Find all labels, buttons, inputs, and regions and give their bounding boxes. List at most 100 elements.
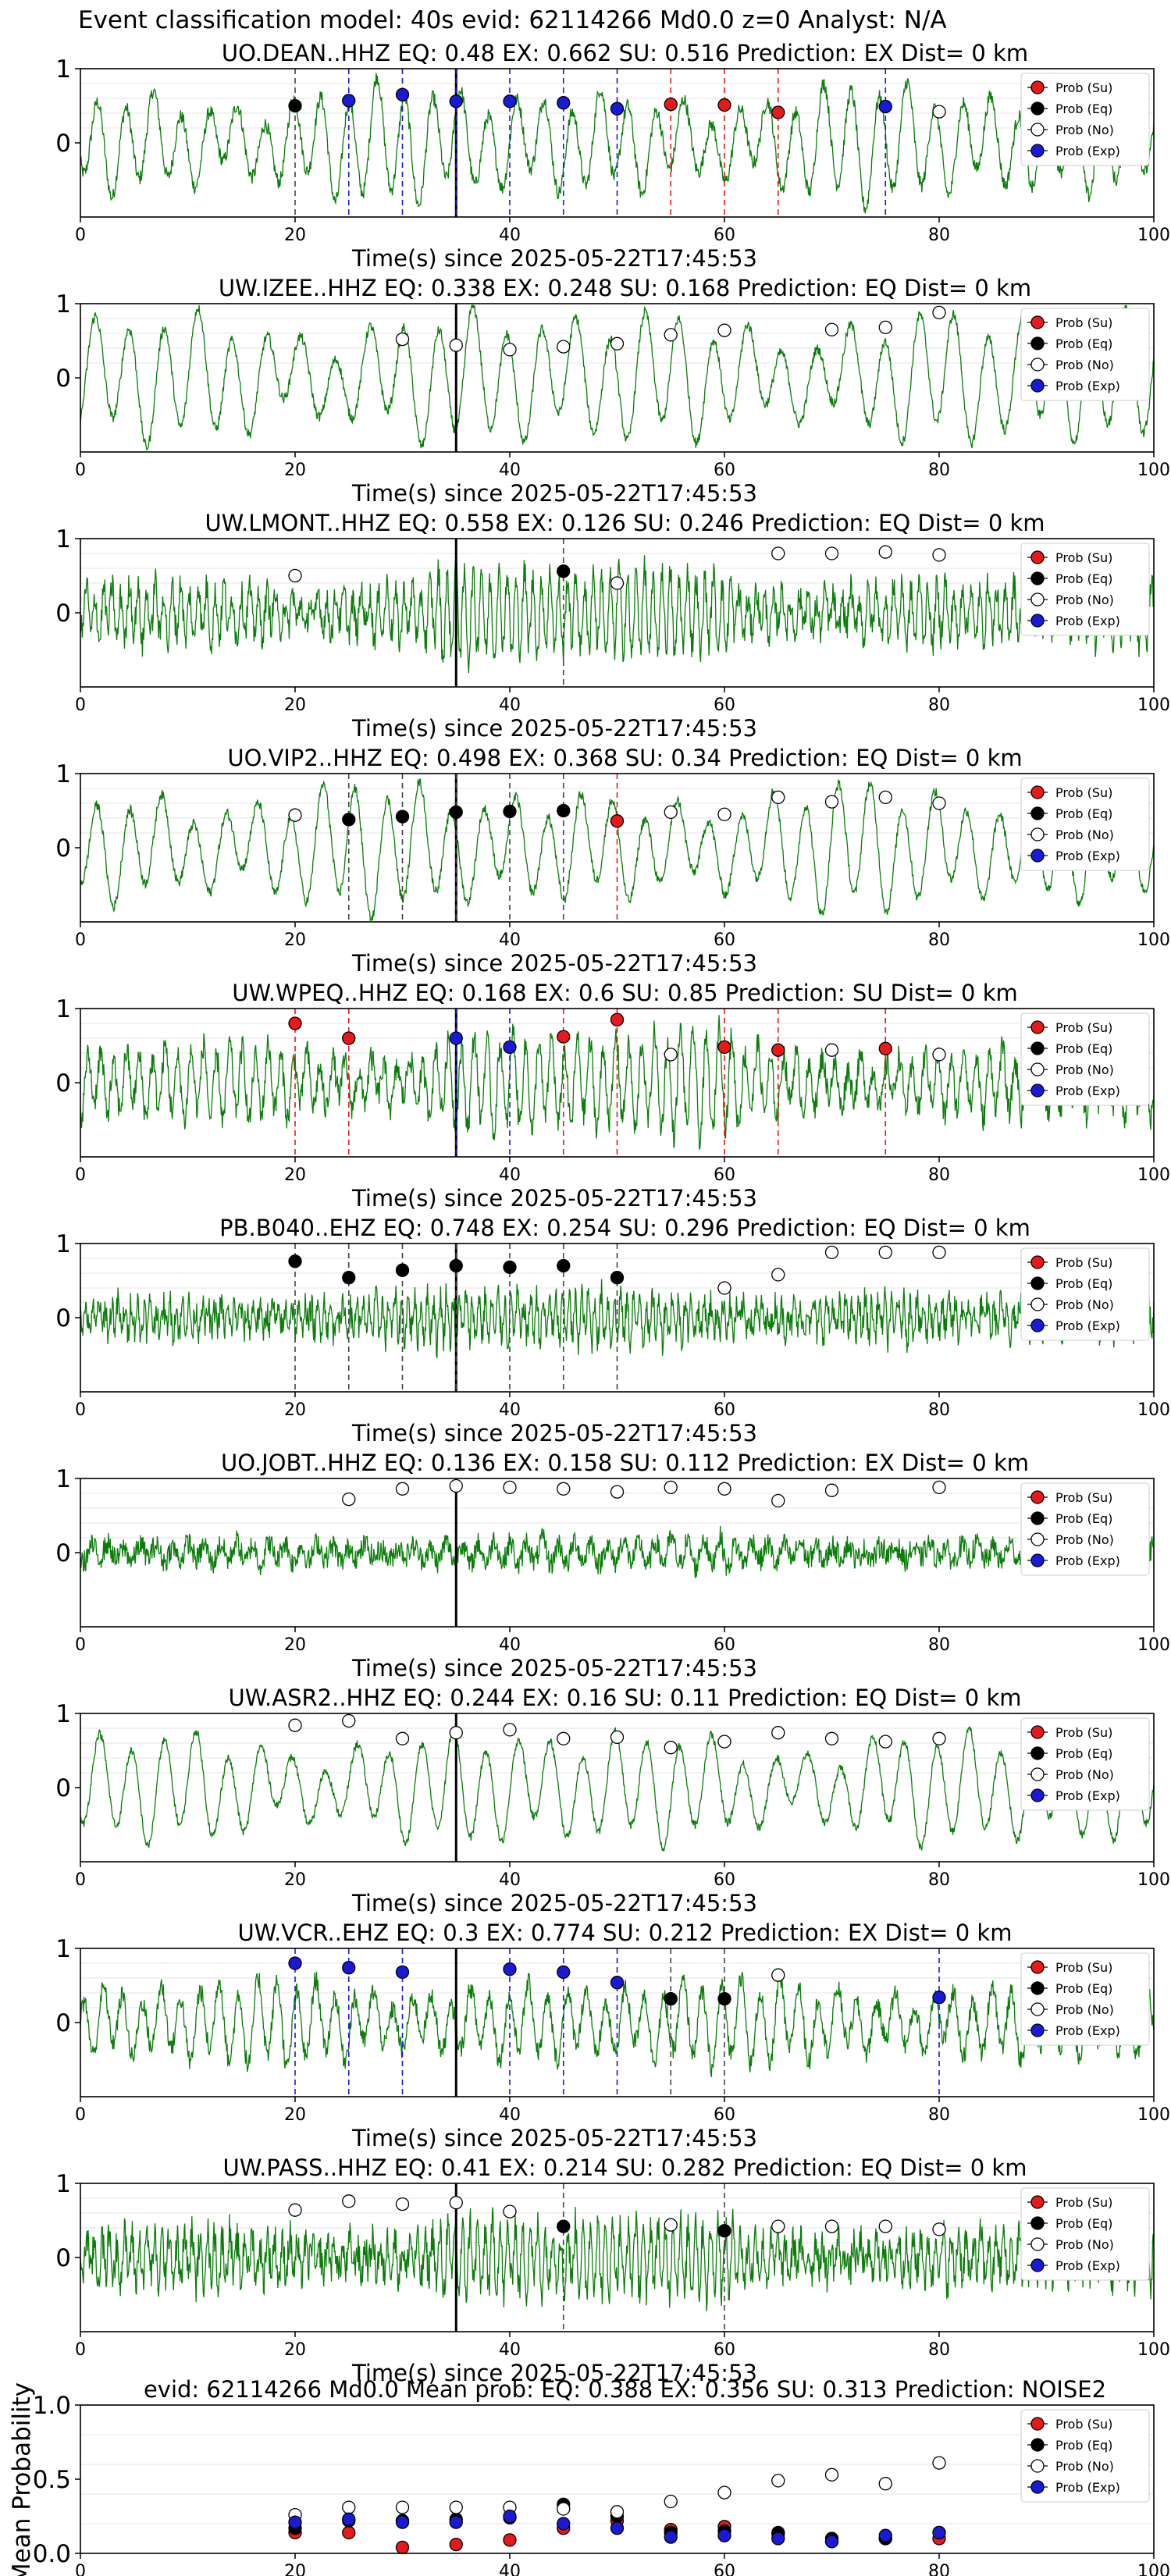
panel-8-prob-point-no <box>342 1713 356 1728</box>
panel-10-prob-point-no <box>503 2204 517 2218</box>
panel-2-xtick-label: 40 <box>499 461 521 480</box>
panel-5-prob-point-su <box>288 1016 302 1030</box>
panel-9-xtick-label: 20 <box>284 2105 306 2125</box>
panel-3-legend-label: Prob (Exp) <box>1055 614 1120 628</box>
panel-2-prob-point-no <box>610 336 625 350</box>
panel-3-legend-marker <box>1030 571 1045 585</box>
panel-11-xtick-label: 20 <box>284 2562 306 2576</box>
panel-6-prob-point-eq <box>449 1258 463 1273</box>
panel-8-legend-label: Prob (No) <box>1055 1767 1114 1782</box>
mean-prob-point-no <box>932 2456 946 2470</box>
panel-6-xlabel: Time(s) since 2025-05-22T17:45:53 <box>351 1420 757 1446</box>
panel-2-xtick-label: 0 <box>75 461 86 480</box>
panel-5-legend-box <box>1020 1012 1150 1106</box>
panel-6-xtick-label: 0 <box>75 1400 86 1420</box>
panel-8-xlabel: Time(s) since 2025-05-22T17:45:53 <box>351 1890 757 1916</box>
panel-3-legend-label: Prob (Su) <box>1055 550 1112 565</box>
panel-7-ytick-label: 0 <box>55 1539 71 1567</box>
panel-10-legend-box <box>1020 2187 1150 2281</box>
panel-2-legend-box <box>1020 308 1150 401</box>
panel-6-prob-point-eq <box>288 1254 302 1268</box>
panel-7-ytick-label: 1 <box>55 1465 71 1493</box>
mean-prob-point-exp <box>932 2525 946 2540</box>
panel-7-legend-box <box>1020 1482 1150 1576</box>
panel-6-xtick-label: 100 <box>1137 1400 1170 1420</box>
panel-4-legend-marker <box>1030 849 1045 863</box>
panel-2-prob-point-no <box>932 305 946 320</box>
panel-5-xtick-label: 80 <box>928 1165 950 1185</box>
panel-2-legend-label: Prob (Su) <box>1055 315 1112 330</box>
panel-6-prob-point-no <box>717 1281 731 1295</box>
panel-11-xtick-label: 40 <box>499 2562 521 2576</box>
panel-3-prob-point-no <box>288 568 302 583</box>
panel-4-ytick-label: 1 <box>55 760 71 788</box>
panel-1-legend-label: Prob (Eq) <box>1055 101 1112 116</box>
panel-2-legend-label: Prob (No) <box>1055 358 1114 372</box>
mean-ylabel: Mean Probability <box>8 2382 36 2576</box>
panel-7-waveform <box>80 1525 1154 1578</box>
mean-prob-point-exp <box>288 2515 302 2529</box>
panel-4-prob-point-no <box>664 805 678 820</box>
panel-10-xtick-label: 0 <box>75 2340 86 2360</box>
panel-9-xtick-label: 80 <box>928 2105 950 2125</box>
mean-prob-point-exp <box>503 2509 517 2524</box>
panel-9-legend-marker <box>1030 2023 1045 2037</box>
panel-5-xtick-label: 0 <box>75 1165 86 1185</box>
panel-6-xtick-label: 40 <box>499 1400 521 1420</box>
panel-6-legend-marker <box>1030 1318 1045 1332</box>
panel-8-prob-point-no <box>449 1726 463 1740</box>
mean-prob-point-no <box>771 2474 785 2488</box>
panel-6-legend-label: Prob (Su) <box>1055 1255 1112 1270</box>
panel-11-xtick-label: 60 <box>714 2562 735 2576</box>
panel-9: UW.VCR..EHZ EQ: 0.3 EX: 0.774 SU: 0.212 … <box>55 1920 1170 2151</box>
panel-10-xtick-label: 80 <box>928 2340 950 2360</box>
mean-prob-point-no <box>610 2505 625 2519</box>
panel-3-prob-point-no <box>610 576 625 590</box>
panel-3-legend-marker <box>1030 614 1045 628</box>
panel-10-prob-point-no <box>771 2219 785 2233</box>
panel-5-legend-marker <box>1030 1041 1045 1055</box>
panel-10-xtick-label: 20 <box>284 2340 306 2360</box>
panel-4-xlabel: Time(s) since 2025-05-22T17:45:53 <box>351 950 757 977</box>
panel-6-legend-label: Prob (No) <box>1055 1297 1114 1312</box>
panel-3-prob-point-no <box>932 548 946 562</box>
panel-5: UW.WPEQ..HHZ EQ: 0.168 EX: 0.6 SU: 0.85 … <box>55 980 1170 1212</box>
panel-2-axes-frame <box>80 303 1155 453</box>
panel-2-prob-point-no <box>557 340 571 354</box>
panel-6-prob-point-no <box>771 1268 785 1282</box>
panel-1-prob-point-exp <box>503 94 517 109</box>
mean-prob-point-exp <box>878 2528 892 2542</box>
panel-5-legend-label: Prob (Eq) <box>1055 1041 1112 1056</box>
panel-7-prob-point-no <box>557 1482 571 1496</box>
panel-4-legend-label: Prob (Exp) <box>1055 849 1120 863</box>
panel-2-prob-point-no <box>503 343 517 357</box>
panel-2-prob-point-no <box>717 323 731 337</box>
panel-8-prob-point-no <box>717 1735 731 1749</box>
panel-3-xtick-label: 80 <box>928 696 950 715</box>
panel-3: UW.LMONT..HHZ EQ: 0.558 EX: 0.126 SU: 0.… <box>55 510 1170 742</box>
panel-5-prob-point-su <box>342 1031 356 1045</box>
panel-11-xtick-label: 100 <box>1137 2562 1170 2576</box>
panel-1-prob-point-eq <box>288 98 302 113</box>
panel-5-prob-point-su <box>610 1012 625 1026</box>
panel-5-ytick-label: 0 <box>55 1069 71 1098</box>
panel-9-legend-label: Prob (Su) <box>1055 1960 1112 1975</box>
panel-3-xtick-label: 20 <box>284 696 306 715</box>
mean-prob-point-no <box>342 2500 356 2514</box>
mean-prob-point-exp <box>664 2530 678 2544</box>
panel-5-legend-marker <box>1030 1083 1045 1098</box>
panel-6-title: PB.B040..EHZ EQ: 0.748 EX: 0.254 SU: 0.2… <box>219 1215 1030 1241</box>
panel-6-prob-point-eq <box>342 1271 356 1285</box>
panel-4-prob-point-eq <box>557 803 571 818</box>
panel-11-legend-marker <box>1030 2438 1045 2452</box>
panel-8-prob-point-no <box>932 1731 946 1745</box>
panel-9-xtick-label: 40 <box>499 2105 521 2125</box>
panel-8-xtick-label: 100 <box>1137 1870 1170 1890</box>
panel-9-legend-marker <box>1030 1960 1045 1974</box>
panel-7-prob-point-no <box>610 1485 625 1499</box>
panel-1-xtick-label: 80 <box>928 226 950 245</box>
panel-8-xtick-label: 0 <box>75 1870 86 1890</box>
panel-6-legend-label: Prob (Exp) <box>1055 1318 1120 1333</box>
panel-7-prob-point-no <box>342 1492 356 1507</box>
panel-1-xtick-label: 40 <box>499 226 521 245</box>
